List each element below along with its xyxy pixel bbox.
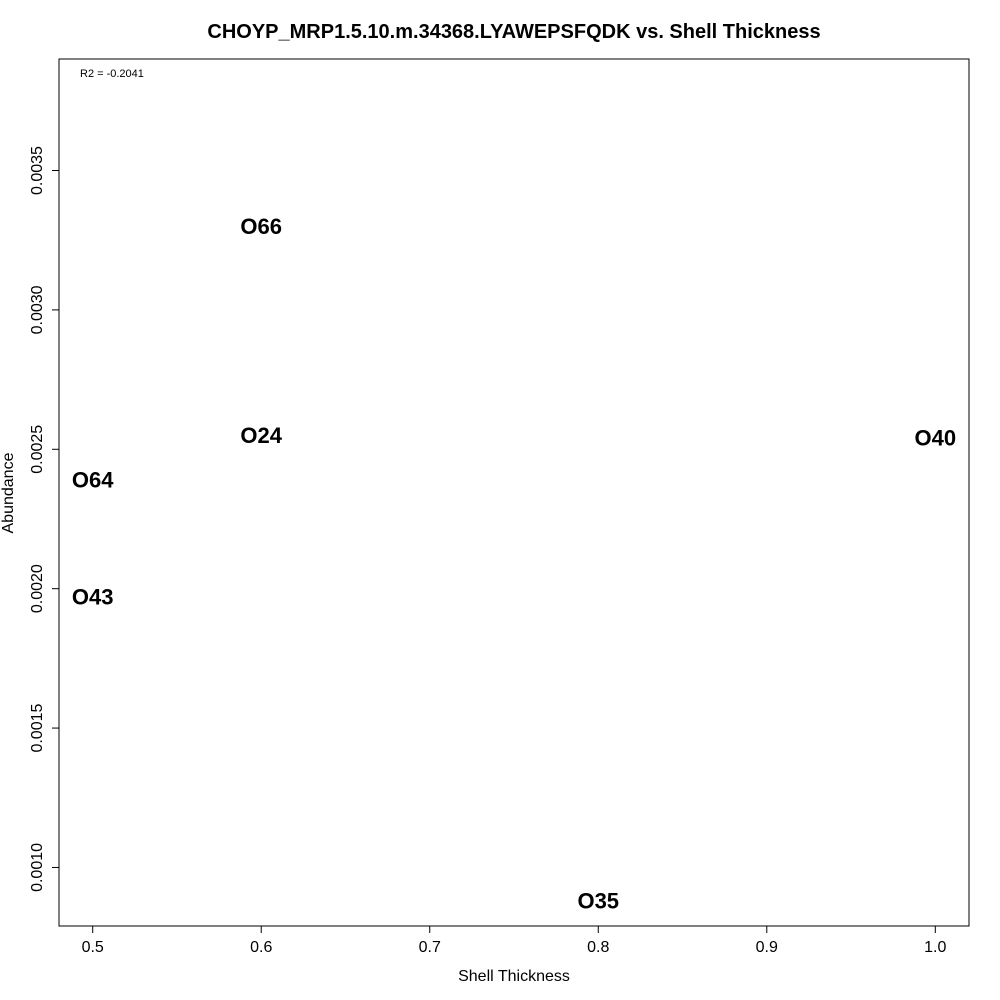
y-axis-label: Abundance <box>0 452 17 533</box>
x-axis-label: Shell Thickness <box>458 968 570 985</box>
x-tick-label: 0.8 <box>587 939 609 956</box>
data-points: O66 O24 O64 O43 O40 O35 <box>72 214 956 914</box>
x-tick-label: 0.5 <box>82 939 104 956</box>
y-tick-label: 0.0025 <box>29 425 46 474</box>
y-tick-label: 0.0010 <box>29 843 46 892</box>
point-label-o64: O64 <box>72 467 114 492</box>
x-tick-label: 0.7 <box>419 939 441 956</box>
x-tick-label: 1.0 <box>924 939 946 956</box>
point-label-o40: O40 <box>914 426 956 451</box>
y-tick-label: 0.0030 <box>29 285 46 334</box>
y-tick-label: 0.0020 <box>29 564 46 613</box>
y-axis: 0.0010 0.0015 0.0020 0.0025 0.0030 0.0035 <box>29 146 60 892</box>
x-tick-label: 0.6 <box>250 939 272 956</box>
chart-title: CHOYP_MRP1.5.10.m.34368.LYAWEPSFQDK vs. … <box>207 21 820 43</box>
x-tick-label: 0.9 <box>756 939 778 956</box>
point-label-o66: O66 <box>240 214 282 239</box>
x-axis: 0.5 0.6 0.7 0.8 0.9 1.0 <box>82 925 947 956</box>
point-label-o35: O35 <box>577 888 619 913</box>
point-label-o43: O43 <box>72 585 114 610</box>
y-tick-label: 0.0035 <box>29 146 46 195</box>
plot-area-frame <box>58 58 970 927</box>
y-tick-label: 0.0015 <box>29 703 46 752</box>
r2-annotation: R2 = -0.2041 <box>80 68 144 80</box>
point-label-o24: O24 <box>240 423 282 448</box>
